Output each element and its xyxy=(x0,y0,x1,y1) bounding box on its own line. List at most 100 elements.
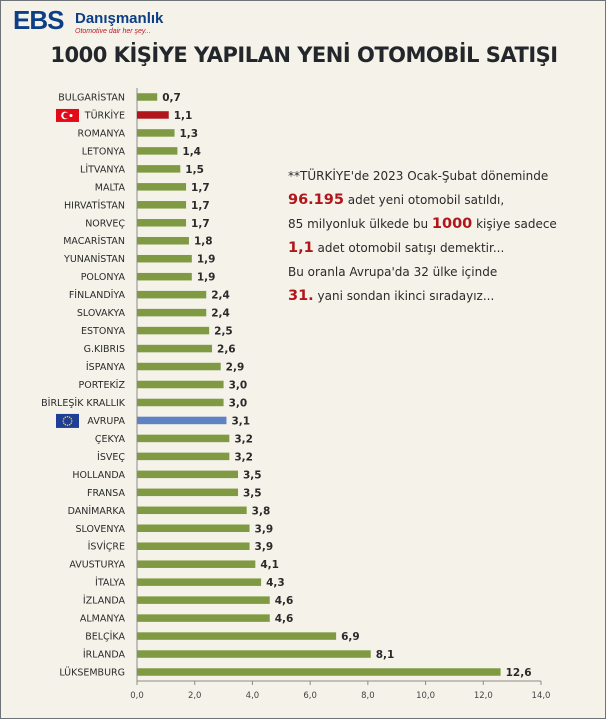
category-label: MACARİSTAN xyxy=(63,236,125,247)
category-label: PORTEKİZ xyxy=(79,380,126,391)
bar-6 xyxy=(137,201,187,209)
category-label: SLOVAKYA xyxy=(77,308,126,319)
category-label: FRANSA xyxy=(87,488,125,499)
category-label: LETONYA xyxy=(82,146,126,157)
bar-31 xyxy=(137,650,371,658)
note-line-1: **TÜRKİYE'de 2023 Ocak-Şubat döneminde xyxy=(288,169,549,183)
bar-26 xyxy=(137,560,256,568)
bar-7 xyxy=(137,219,187,227)
x-tick-label: 4,0 xyxy=(246,691,260,701)
category-label: İSPANYA xyxy=(86,362,126,373)
eu-flag-star xyxy=(66,415,69,418)
bar-22 xyxy=(137,488,238,497)
bar-30 xyxy=(137,632,337,640)
bar-29 xyxy=(137,614,270,622)
bar-27 xyxy=(137,578,262,586)
eu-flag-star xyxy=(68,423,71,426)
bar-13 xyxy=(137,326,210,335)
category-label: HOLLANDA xyxy=(72,470,125,481)
bar-3 xyxy=(137,147,178,155)
eu-flag-star xyxy=(64,423,67,426)
category-label: ROMANYA xyxy=(78,128,126,139)
logo-name: Danışmanlık xyxy=(75,10,164,27)
value-label: 3,8 xyxy=(252,505,271,517)
category-label: İSVİÇRE xyxy=(88,542,125,553)
value-label: 8,1 xyxy=(376,649,395,661)
eu-flag-star xyxy=(68,416,71,418)
logo-mark: EBS xyxy=(13,5,64,35)
category-label: DANİMARKA xyxy=(68,506,126,517)
value-label: 0,7 xyxy=(162,92,181,104)
value-label: 3,9 xyxy=(255,523,274,535)
bar-1 xyxy=(137,111,169,119)
value-label: 4,3 xyxy=(266,577,285,589)
category-label: BELÇİKA xyxy=(85,632,125,643)
x-tick-label: 6,0 xyxy=(303,691,317,701)
category-label: YUNANİSTAN xyxy=(63,254,125,265)
category-label: LİTVANYA xyxy=(80,164,125,175)
value-label: 2,5 xyxy=(214,326,233,338)
value-label: 2,4 xyxy=(211,308,230,320)
value-label: 1,7 xyxy=(191,218,210,230)
note-rate-number: 1,1 xyxy=(288,240,314,256)
value-label: 1,9 xyxy=(197,254,216,266)
category-label: SLOVENYA xyxy=(76,524,126,535)
value-label: 1,9 xyxy=(197,272,216,284)
category-label: İSVEÇ xyxy=(97,452,125,463)
category-label: ESTONYA xyxy=(81,326,125,337)
category-label: NORVEÇ xyxy=(85,218,125,229)
note-line-4: 1,1 adet otomobil satışı demektir... xyxy=(288,240,505,256)
bar-9 xyxy=(137,254,192,263)
value-label: 3,5 xyxy=(243,469,262,481)
category-label: FİNLANDİYA xyxy=(69,290,126,301)
value-label: 1,4 xyxy=(182,146,201,158)
value-label: 4,6 xyxy=(275,595,294,607)
x-tick-label: 10,0 xyxy=(416,691,435,701)
bar-32 xyxy=(137,668,501,676)
logo-tagline: Otomotive dair her şey... xyxy=(75,28,151,35)
bar-8 xyxy=(137,236,189,245)
x-tick-label: 8,0 xyxy=(361,691,375,701)
note-line-6: 31. yani sondan ikinci sıradayız... xyxy=(288,288,495,304)
category-label: İZLANDA xyxy=(83,596,126,607)
value-label: 3,0 xyxy=(229,380,248,392)
bar-11 xyxy=(137,290,207,299)
turkey-note: **TÜRKİYE'de 2023 Ocak-Şubat döneminde 9… xyxy=(288,164,588,308)
category-label: POLONYA xyxy=(81,272,126,283)
bar-0 xyxy=(137,93,158,101)
x-tick-label: 2,0 xyxy=(188,691,202,701)
value-label: 1,7 xyxy=(191,200,210,212)
note-line-2: 96.195 adet yeni otomobil satıldı, xyxy=(288,192,505,208)
eu-flag-star xyxy=(62,420,64,422)
bar-5 xyxy=(137,183,187,191)
category-label: HIRVATİSTAN xyxy=(64,200,125,211)
value-label: 1,5 xyxy=(185,164,204,176)
category-label: TÜRKİYE xyxy=(84,110,125,121)
value-label: 4,1 xyxy=(260,559,279,571)
eu-flag-star xyxy=(63,422,65,424)
x-tick-label: 12,0 xyxy=(474,691,493,701)
x-tick-label: 0,0 xyxy=(130,691,144,701)
eu-flag-star xyxy=(64,416,67,418)
bar-24 xyxy=(137,524,250,533)
value-label: 4,6 xyxy=(275,613,294,625)
value-label: 1,7 xyxy=(191,182,210,194)
category-label: LÜKSEMBURG xyxy=(59,668,125,679)
value-label: 3,5 xyxy=(243,487,262,499)
bar-10 xyxy=(137,272,192,281)
category-label: İRLANDA xyxy=(83,650,126,661)
value-label: 1,1 xyxy=(174,110,193,122)
value-label: 1,8 xyxy=(194,236,213,248)
value-label: 1,3 xyxy=(180,128,199,140)
bar-25 xyxy=(137,542,250,550)
category-label: BULGARİSTAN xyxy=(58,92,125,103)
flag-crescent-inner xyxy=(63,112,70,119)
category-label: AVUSTURYA xyxy=(69,560,125,571)
bar-18 xyxy=(137,416,227,425)
category-label: AVRUPA xyxy=(87,416,125,427)
bar-28 xyxy=(137,596,270,604)
eu-flag-star xyxy=(70,422,72,424)
ebs-logo: EBS Danışmanlık Otomotive dair her şey..… xyxy=(13,5,163,35)
